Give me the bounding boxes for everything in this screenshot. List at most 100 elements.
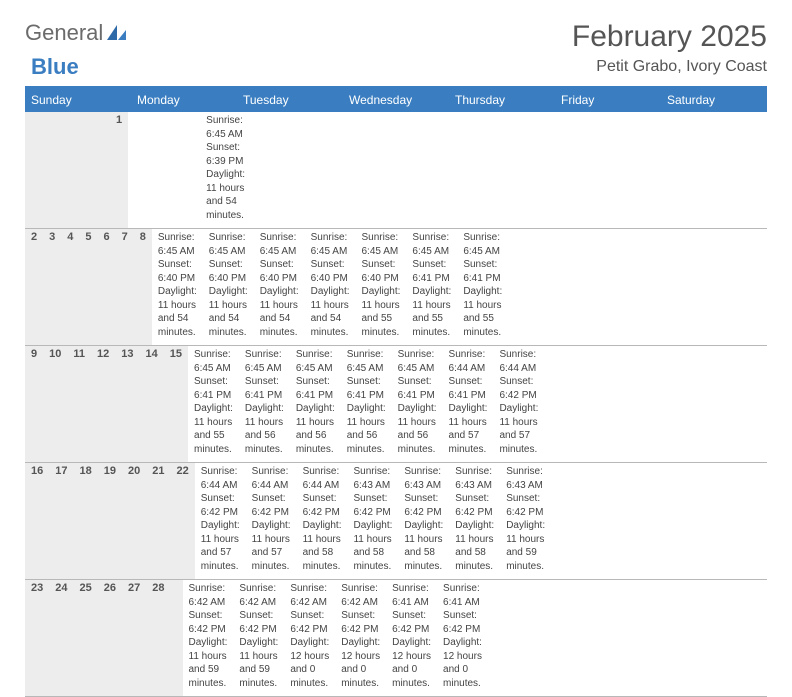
day-line: Daylight: 11 hours [296, 402, 335, 429]
day-line: and 56 minutes. [398, 429, 437, 456]
day-line: Sunrise: 6:45 AM [245, 348, 284, 375]
day-line: Daylight: 11 hours [398, 402, 437, 429]
day-line: Sunset: 6:41 PM [347, 375, 386, 402]
day-number: 3 [43, 229, 61, 345]
day-line: Daylight: 11 hours [347, 402, 386, 429]
day-line: and 58 minutes. [455, 546, 494, 573]
day-cell: Sunrise: 6:45 AMSunset: 6:41 PMDaylight:… [457, 229, 508, 345]
week-row: 2345678Sunrise: 6:45 AMSunset: 6:40 PMDa… [25, 229, 767, 346]
day-line: and 59 minutes. [239, 663, 278, 690]
day-number: 16 [25, 463, 49, 579]
day-line: and 55 minutes. [412, 312, 451, 339]
day-line: Sunrise: 6:45 AM [398, 348, 437, 375]
brand-word-2-wrap: Blue [31, 54, 773, 80]
day-number: 10 [43, 346, 67, 462]
week-row: 9101112131415Sunrise: 6:45 AMSunset: 6:4… [25, 346, 767, 463]
day-line: Sunset: 6:40 PM [362, 258, 401, 285]
day-line: and 55 minutes. [362, 312, 401, 339]
day-number-strip: 9101112131415 [25, 346, 188, 462]
day-line: and 57 minutes. [499, 429, 538, 456]
day-number-strip: 1 [25, 112, 128, 228]
day-number: 2 [25, 229, 43, 345]
week-row: 16171819202122Sunrise: 6:44 AMSunset: 6:… [25, 463, 767, 580]
day-line: Sunset: 6:41 PM [463, 258, 502, 285]
weekday-wednesday: Wednesday [343, 88, 449, 112]
day-line: Sunrise: 6:42 AM [341, 582, 380, 609]
day-line: and 57 minutes. [201, 546, 240, 573]
day-cell: Sunrise: 6:41 AMSunset: 6:42 PMDaylight:… [437, 580, 488, 696]
day-cell: Sunrise: 6:43 AMSunset: 6:42 PMDaylight:… [500, 463, 551, 579]
day-line: Sunset: 6:41 PM [194, 375, 233, 402]
day-number: 15 [164, 346, 188, 462]
day-line: Daylight: 11 hours [412, 285, 451, 312]
day-line: and 54 minutes. [311, 312, 350, 339]
day-line: Sunrise: 6:45 AM [209, 231, 248, 258]
day-cell [152, 112, 164, 228]
day-cell: Sunrise: 6:45 AMSunset: 6:40 PMDaylight:… [152, 229, 203, 345]
day-line: Sunset: 6:42 PM [341, 609, 380, 636]
day-cell: Sunrise: 6:44 AMSunset: 6:42 PMDaylight:… [246, 463, 297, 579]
day-cell: Sunrise: 6:42 AMSunset: 6:42 PMDaylight:… [284, 580, 335, 696]
day-cell: Sunrise: 6:44 AMSunset: 6:42 PMDaylight:… [297, 463, 348, 579]
weeks-container: 1Sunrise: 6:45 AMSunset: 6:39 PMDaylight… [25, 112, 767, 697]
day-cell: Sunrise: 6:42 AMSunset: 6:42 PMDaylight:… [335, 580, 386, 696]
day-line: Sunrise: 6:44 AM [449, 348, 488, 375]
day-line: Sunrise: 6:44 AM [499, 348, 538, 375]
day-cell: Sunrise: 6:45 AMSunset: 6:41 PMDaylight:… [239, 346, 290, 462]
day-line: Daylight: 12 hours [392, 636, 431, 663]
day-line: Sunset: 6:42 PM [443, 609, 482, 636]
day-line: Sunset: 6:41 PM [449, 375, 488, 402]
day-line: Sunset: 6:41 PM [412, 258, 451, 285]
day-line: Sunset: 6:40 PM [311, 258, 350, 285]
day-number: 13 [115, 346, 139, 462]
day-line: Daylight: 11 hours [499, 402, 538, 429]
day-line: Sunset: 6:42 PM [404, 492, 443, 519]
day-cell: Sunrise: 6:45 AMSunset: 6:41 PMDaylight:… [392, 346, 443, 462]
weekday-tuesday: Tuesday [237, 88, 343, 112]
day-line: and 55 minutes. [463, 312, 502, 339]
month-title: February 2025 [572, 20, 767, 54]
day-line: and 0 minutes. [443, 663, 482, 690]
calendar-grid: Sunday Monday Tuesday Wednesday Thursday… [25, 86, 767, 697]
day-line: Sunset: 6:40 PM [158, 258, 197, 285]
day-number [96, 112, 110, 228]
day-cell [140, 112, 152, 228]
weekday-monday: Monday [131, 88, 237, 112]
day-number [39, 112, 53, 228]
day-line: Daylight: 11 hours [158, 285, 197, 312]
day-line: and 56 minutes. [347, 429, 386, 456]
day-cell: Sunrise: 6:43 AMSunset: 6:42 PMDaylight:… [347, 463, 398, 579]
day-number: 20 [122, 463, 146, 579]
day-line: and 55 minutes. [194, 429, 233, 456]
day-number [82, 112, 96, 228]
day-number: 26 [98, 580, 122, 696]
day-number [53, 112, 67, 228]
day-line: Sunrise: 6:45 AM [158, 231, 197, 258]
day-content-strip: Sunrise: 6:45 AMSunset: 6:41 PMDaylight:… [188, 346, 544, 462]
day-number [68, 112, 82, 228]
day-line: Sunrise: 6:45 AM [260, 231, 299, 258]
day-line: Sunset: 6:41 PM [296, 375, 335, 402]
day-number: 17 [49, 463, 73, 579]
day-number: 1 [110, 112, 128, 228]
day-line: and 0 minutes. [290, 663, 329, 690]
day-content-strip: Sunrise: 6:45 AMSunset: 6:40 PMDaylight:… [152, 229, 508, 345]
day-line: Sunset: 6:40 PM [209, 258, 248, 285]
day-line: Sunrise: 6:45 AM [311, 231, 350, 258]
day-line: Sunset: 6:42 PM [239, 609, 278, 636]
day-number: 12 [91, 346, 115, 462]
day-number: 7 [116, 229, 134, 345]
brand-word-2: Blue [31, 54, 79, 79]
day-line: and 57 minutes. [449, 429, 488, 456]
day-line: and 58 minutes. [303, 546, 342, 573]
day-line: Daylight: 11 hours [506, 519, 545, 546]
day-line: Daylight: 11 hours [311, 285, 350, 312]
weekday-friday: Friday [555, 88, 661, 112]
day-number: 4 [61, 229, 79, 345]
day-line: Daylight: 11 hours [201, 519, 240, 546]
day-number: 21 [146, 463, 170, 579]
day-cell [176, 112, 188, 228]
day-cell: Sunrise: 6:45 AMSunset: 6:41 PMDaylight:… [406, 229, 457, 345]
day-line: Sunrise: 6:43 AM [353, 465, 392, 492]
day-line: Sunset: 6:41 PM [398, 375, 437, 402]
